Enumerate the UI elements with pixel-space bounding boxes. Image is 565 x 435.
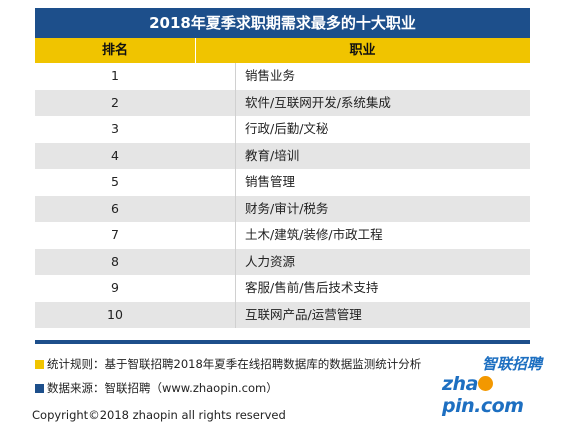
table-bottom-rule bbox=[35, 340, 530, 344]
table-row: 4 教育/培训 bbox=[35, 142, 530, 169]
stat-rule-note: 统计规则：基于智联招聘2018年夏季在线招聘数据库的数据监测统计分析 bbox=[35, 356, 421, 372]
rank-cell: 9 bbox=[111, 280, 119, 295]
header-divider bbox=[195, 38, 196, 63]
table-row: 7 土木/建筑/装修/市政工程 bbox=[35, 222, 530, 249]
table-row: 2 软件/互联网开发/系统集成 bbox=[35, 89, 530, 116]
logo-text-post: pin.com bbox=[442, 395, 524, 417]
rank-cell: 4 bbox=[111, 147, 119, 163]
table-row: 3 行政/后勤/文秘 bbox=[35, 116, 530, 143]
copyright-text: Copyright©2018 zhaopin all rights reserv… bbox=[32, 408, 286, 422]
logo-text-pre: zha bbox=[442, 373, 478, 395]
table-body: 1 销售业务 2 软件/互联网开发/系统集成 3 行政/后勤/文秘 4 教育/培… bbox=[35, 63, 530, 328]
job-cell: 行政/后勤/文秘 bbox=[245, 121, 329, 136]
table-title: 2018年夏季求职期需求最多的十大职业 bbox=[35, 8, 530, 38]
logo-english: zhapin.com bbox=[442, 373, 542, 417]
rank-cell: 10 bbox=[107, 306, 123, 322]
table-row: 8 人力资源 bbox=[35, 248, 530, 275]
rank-cell: 6 bbox=[111, 200, 119, 216]
logo-chinese: 智联招聘 bbox=[481, 355, 542, 373]
job-cell: 土木/建筑/装修/市政工程 bbox=[245, 227, 383, 242]
table-row: 6 财务/审计/税务 bbox=[35, 195, 530, 222]
yellow-square-icon bbox=[35, 359, 44, 369]
rank-cell: 8 bbox=[111, 253, 119, 269]
data-source-text: 数据来源：智联招聘（www.zhaopin.com） bbox=[47, 381, 278, 395]
column-divider bbox=[235, 89, 236, 116]
column-divider bbox=[235, 63, 236, 90]
column-divider bbox=[235, 248, 236, 275]
stat-rule-text: 统计规则：基于智联招聘2018年夏季在线招聘数据库的数据监测统计分析 bbox=[47, 357, 422, 371]
logo-o-icon bbox=[477, 376, 493, 391]
rank-cell: 1 bbox=[111, 68, 119, 83]
table-row: 10 互联网产品/运营管理 bbox=[35, 301, 530, 328]
column-divider bbox=[235, 195, 236, 222]
job-cell: 互联网产品/运营管理 bbox=[245, 306, 362, 322]
job-cell: 人力资源 bbox=[245, 253, 296, 269]
blue-square-icon bbox=[35, 383, 44, 393]
rank-cell: 3 bbox=[111, 121, 119, 136]
column-divider bbox=[235, 275, 236, 302]
job-cell: 销售业务 bbox=[245, 68, 296, 83]
zhaopin-logo: 智联招聘 zhapin.com bbox=[442, 353, 542, 417]
job-cell: 销售管理 bbox=[245, 174, 296, 189]
job-cell: 软件/互联网开发/系统集成 bbox=[245, 94, 391, 110]
column-divider bbox=[235, 169, 236, 196]
data-source-note: 数据来源：智联招聘（www.zhaopin.com） bbox=[35, 380, 278, 396]
job-cell: 客服/售前/售后技术支持 bbox=[245, 280, 379, 295]
table-row: 9 客服/售前/售后技术支持 bbox=[35, 275, 530, 302]
rank-cell: 5 bbox=[111, 174, 119, 189]
column-divider bbox=[235, 222, 236, 249]
rank-cell: 2 bbox=[111, 94, 119, 110]
column-divider bbox=[235, 116, 236, 143]
rank-cell: 7 bbox=[111, 227, 119, 242]
table-row: 5 销售管理 bbox=[35, 169, 530, 196]
job-cell: 财务/审计/税务 bbox=[245, 200, 329, 216]
header-job: 职业 bbox=[349, 43, 376, 58]
table-header: 排名 职业 bbox=[35, 38, 530, 63]
column-divider bbox=[235, 142, 236, 169]
table-row: 1 销售业务 bbox=[35, 63, 530, 90]
job-cell: 教育/培训 bbox=[245, 147, 300, 163]
header-rank: 排名 bbox=[101, 43, 128, 58]
column-divider bbox=[235, 301, 236, 328]
